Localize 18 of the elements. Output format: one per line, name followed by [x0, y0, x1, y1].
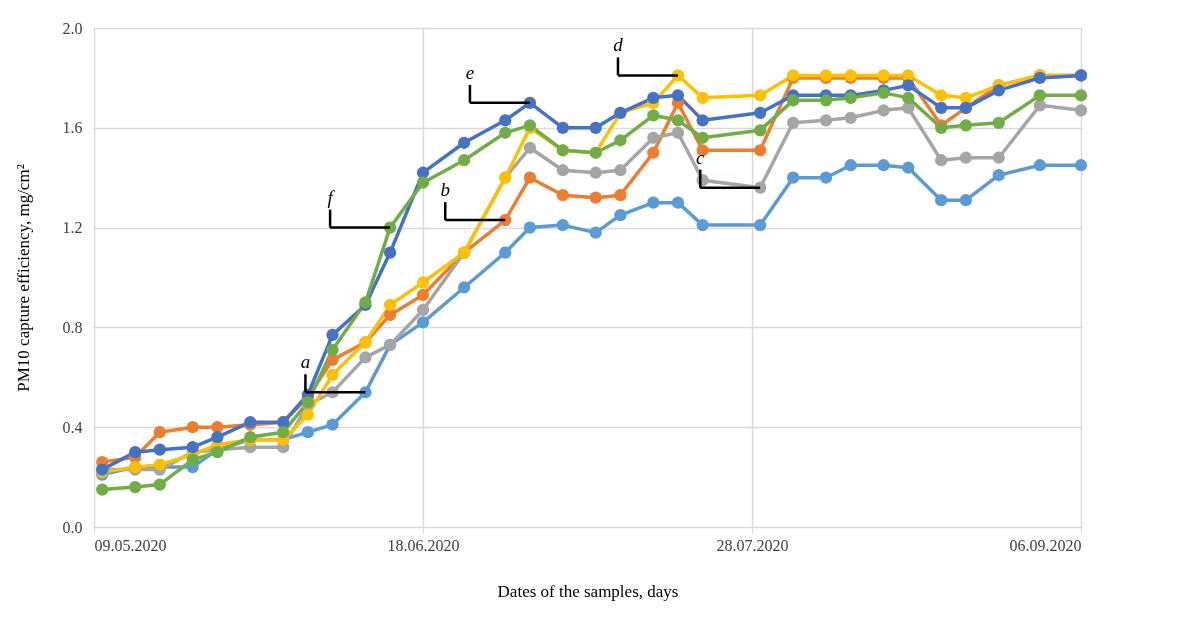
x-tick-label: 09.05.2020 — [94, 536, 167, 554]
annotation: f — [327, 186, 336, 208]
y-tick-label: 0.8 — [62, 318, 83, 336]
annotation: b — [440, 179, 450, 201]
y-tick-label: 2.0 — [62, 19, 83, 37]
annotation: e — [465, 61, 475, 83]
x-axis-title: Dates of the samples, days — [497, 581, 679, 601]
x-tick-label: 28.07.2020 — [716, 536, 789, 554]
x-tick-label: 18.06.2020 — [387, 536, 460, 554]
y-tick-label: 1.6 — [62, 119, 83, 137]
x-tick-label: 06.09.2020 — [1009, 536, 1082, 554]
y-tick-label: 1.2 — [62, 219, 83, 237]
annotation: d — [613, 34, 624, 56]
annotation: a — [300, 351, 311, 373]
y-tick-label: 0.0 — [62, 518, 83, 536]
y-axis-title: PM10 capture efficiency, mg/cm² — [13, 164, 33, 392]
y-tick-label: 0.4 — [62, 418, 83, 436]
annotation: c — [696, 146, 706, 168]
